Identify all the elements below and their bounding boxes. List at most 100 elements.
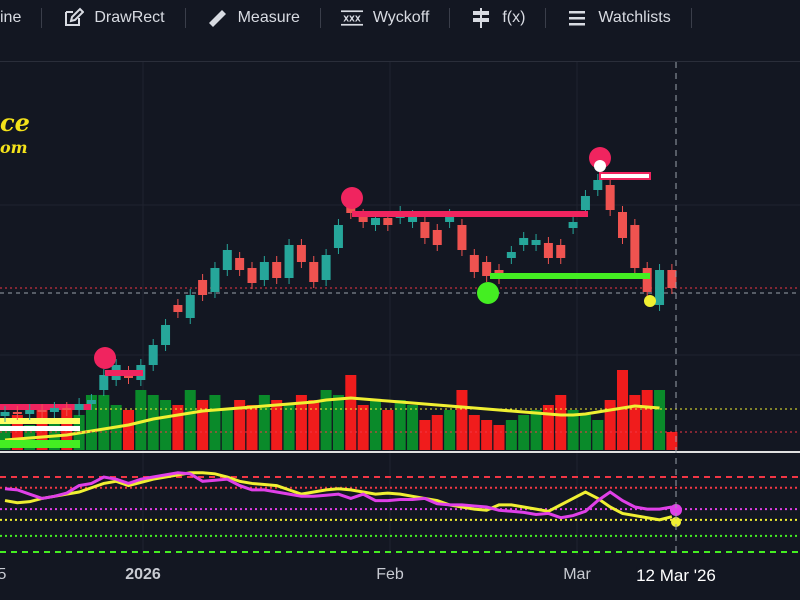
support-band xyxy=(0,440,80,448)
candle-body xyxy=(457,225,467,250)
volume-ma-line xyxy=(4,396,660,442)
candle-body xyxy=(148,345,158,365)
candle-body xyxy=(506,252,516,258)
volume-bar xyxy=(258,395,270,450)
candle-body xyxy=(222,250,232,270)
candle-body xyxy=(99,375,109,390)
candle-body xyxy=(37,410,47,412)
support-band xyxy=(0,426,80,431)
volume-bar xyxy=(382,410,394,450)
candle-body xyxy=(235,258,245,270)
candle-body xyxy=(543,243,553,258)
oscillator-main-line xyxy=(4,471,673,520)
candle-body xyxy=(0,412,10,416)
crosshair-date-label: 12 Mar '26 xyxy=(636,566,716,586)
volume-bar xyxy=(332,395,344,450)
candle-body xyxy=(655,270,665,305)
volume-bar xyxy=(654,390,666,450)
resistance-level xyxy=(599,172,651,180)
candle-body xyxy=(333,225,343,248)
volume-bar xyxy=(320,390,332,450)
resistance-level xyxy=(105,370,143,376)
resistance-level xyxy=(352,211,588,217)
candle-body xyxy=(568,222,578,228)
volume-bar xyxy=(604,400,616,450)
toolbar: ine DrawRect Measure XXX Wyckoff f(x) Wat… xyxy=(0,0,800,36)
volume-bar xyxy=(172,405,184,450)
candle-body xyxy=(198,280,208,295)
volume-bar xyxy=(295,395,307,450)
candle-body xyxy=(580,196,590,210)
volume-bar xyxy=(493,425,505,450)
xaxis-label: Mar xyxy=(563,566,591,583)
tool-line-label: ine xyxy=(0,9,22,26)
watermark-line2: om xyxy=(0,138,28,157)
candle-body xyxy=(49,408,59,412)
volume-bar xyxy=(444,410,456,450)
volume-bar xyxy=(641,390,653,450)
volume-bar xyxy=(246,405,258,450)
volume-bar xyxy=(456,390,468,450)
candle-body xyxy=(642,268,652,292)
volume-bar xyxy=(0,420,11,450)
volume-bar xyxy=(345,375,357,450)
volume-bar xyxy=(407,405,419,450)
support-band xyxy=(0,418,80,424)
candle-body xyxy=(358,215,368,222)
candle-body xyxy=(309,262,319,282)
volume-bar xyxy=(123,410,134,450)
candle-body xyxy=(210,268,220,292)
volume-bar xyxy=(518,415,530,450)
tool-measure[interactable]: Measure xyxy=(186,8,321,28)
candle-body xyxy=(420,222,430,238)
tool-line[interactable]: ine xyxy=(0,8,43,28)
candle-body xyxy=(62,408,72,410)
volume-bar xyxy=(629,395,641,450)
signpost-icon xyxy=(473,8,490,28)
candle-body xyxy=(618,212,627,238)
price-chart[interactable] xyxy=(0,0,800,560)
candle-body xyxy=(630,225,640,268)
volume-bar xyxy=(11,415,23,450)
volume-bar xyxy=(567,410,579,450)
volume-bar xyxy=(209,395,221,450)
candle-body xyxy=(272,262,282,278)
xaxis-label: Feb xyxy=(376,566,404,583)
oscillator-marker xyxy=(671,517,681,527)
candle-body xyxy=(161,325,171,345)
signal-marker xyxy=(644,295,656,307)
candle-body xyxy=(593,180,603,190)
toolbar-divider xyxy=(0,61,800,62)
tool-watchlists[interactable]: Watchlists xyxy=(546,8,692,28)
svg-text:XXX: XXX xyxy=(343,14,361,23)
tool-watchlists-label: Watchlists xyxy=(598,9,671,26)
volume-bar xyxy=(394,400,406,450)
signal-marker xyxy=(594,160,606,172)
volume-bar xyxy=(617,370,628,450)
tool-fx-label: f(x) xyxy=(502,9,526,26)
tool-fx[interactable]: f(x) xyxy=(450,8,547,28)
volume-bar xyxy=(221,410,233,450)
volume-bar xyxy=(419,420,431,450)
edit-icon xyxy=(65,7,85,26)
tool-wyckoff[interactable]: XXX Wyckoff xyxy=(321,8,451,28)
signal-marker xyxy=(477,282,499,304)
volume-bar xyxy=(542,405,554,450)
volume-bar xyxy=(98,395,110,450)
tool-drawrect[interactable]: DrawRect xyxy=(42,7,186,28)
tool-drawrect-label: DrawRect xyxy=(94,9,165,26)
candle-body xyxy=(482,262,492,276)
volume-bar xyxy=(357,405,369,450)
candle-body xyxy=(296,245,306,262)
volume-bar xyxy=(271,400,283,450)
candle-body xyxy=(173,305,183,312)
watermark-line1: ce xyxy=(0,108,30,137)
volume-bar xyxy=(370,400,381,450)
volume-bar xyxy=(160,400,172,450)
candle-body xyxy=(321,255,331,280)
candle-body xyxy=(185,295,195,318)
volume-bar xyxy=(666,432,678,450)
candle-body xyxy=(12,412,22,414)
candle-body xyxy=(247,268,257,283)
volume-bar xyxy=(468,415,480,450)
